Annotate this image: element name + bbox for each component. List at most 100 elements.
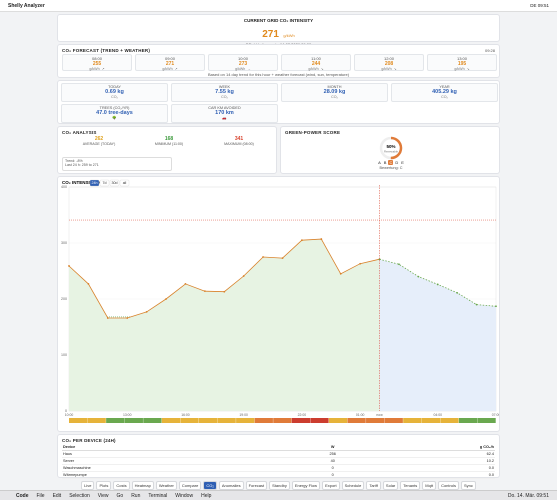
range-label[interactable]: 7d (103, 181, 107, 185)
data-point (301, 239, 303, 242)
nav-tab[interactable]: Forecast (245, 480, 268, 490)
range-button[interactable] (109, 179, 120, 187)
app-name: Code (16, 492, 29, 499)
forecast-item: 13:00 195 g/kWh ↘ (427, 54, 497, 71)
nav-tab[interactable]: Standby (269, 480, 290, 490)
nav-tab[interactable]: Heatmap (131, 480, 154, 490)
stat-value: 7.55 kg (215, 89, 234, 95)
analysis-value: 341 (234, 136, 244, 142)
table-cell: 256 (329, 452, 336, 456)
nav-tab[interactable]: Sync (460, 480, 476, 490)
menu-clock: Do. 14. Mär. 09:51 (507, 492, 549, 499)
table-cell: 0 (331, 473, 334, 477)
forecast-trend: → (247, 67, 251, 71)
nav-tab[interactable]: Weather (155, 480, 177, 490)
nav-tab[interactable]: Mqtt (422, 480, 437, 490)
score-card: GREEN-POWER SCORE 50% Renewable A B C D E Bewer… (280, 126, 500, 174)
menu-item[interactable]: Terminal (148, 492, 168, 499)
forecast-value: 208 (384, 61, 394, 67)
nav-bar: Live Plots Costs Heatmap Weather Compare CO₂ An… (0, 480, 557, 490)
forecast-unit: g/kWh (454, 67, 465, 71)
menu-item[interactable]: Help (201, 492, 212, 499)
range-button[interactable] (89, 179, 100, 187)
menu-item[interactable]: View (97, 492, 109, 499)
nav-tab[interactable]: Controls (438, 480, 459, 490)
series-area (379, 259, 496, 411)
stat-box: TODAY 0.69 kg CO₂ (61, 83, 168, 102)
range-label[interactable]: all (123, 181, 127, 185)
menu-item[interactable]: Selection (69, 492, 90, 499)
nav-tab[interactable]: Live (81, 480, 95, 490)
nav-tab[interactable]: Solar (382, 480, 399, 490)
forecast-note: Based on 14 day trend for this hour + we… (207, 72, 350, 77)
header-card: CURRENT GRID CO₂ INTENSITY 271 g/kWh DE_… (57, 14, 500, 47)
forecast-row: g/kWh ↘ (428, 67, 496, 71)
analysis-item: 341 MAXIMUM (08:00) (206, 136, 272, 146)
data-point (203, 290, 206, 293)
stat-sub: 🚗 (222, 116, 227, 120)
nav-tab[interactable]: Costs (113, 480, 130, 490)
nav-tab[interactable]: Plots (96, 480, 112, 490)
stat-label: WEEK (218, 85, 231, 89)
nav-tab[interactable]: Schedule (341, 480, 365, 490)
menu-item[interactable]: Edit (52, 492, 62, 499)
nav-tab[interactable]: Export (322, 480, 340, 490)
title-bar: Shelly Analyzer DE 09:51 (0, 0, 557, 12)
analysis-label: MINIMUM (11:00) (154, 142, 184, 146)
data-point (475, 303, 478, 306)
intensity-cell (421, 418, 441, 423)
series-area (69, 239, 380, 411)
data-point (398, 263, 400, 266)
score-ring: 50%Renewable (379, 136, 403, 160)
header-title: CURRENT GRID CO₂ INTENSITY (243, 18, 314, 23)
menu-item[interactable]: File (36, 492, 45, 499)
range-label[interactable]: 30d (112, 181, 118, 185)
header-unit: g/kWh (283, 33, 295, 38)
intensity-cell (106, 418, 125, 423)
column-header: W (330, 445, 335, 449)
forecast-time: 10:00 (237, 56, 248, 61)
y-tick-label: 0 (65, 409, 67, 413)
intensity-cell (124, 418, 143, 423)
intensity-cell (217, 418, 236, 423)
ring-value (379, 136, 403, 160)
data-point (456, 291, 459, 294)
devices-title: CO₂ PER DEVICE (24H) (62, 438, 116, 443)
range-label[interactable]: 24h (92, 181, 98, 185)
intensity-cell (384, 418, 403, 423)
forecast-value: 271 (165, 61, 175, 67)
x-tick-label: 19:00 (239, 413, 248, 417)
stat-value: 28.09 kg (323, 89, 346, 95)
range-button[interactable] (99, 179, 110, 187)
nav-tab[interactable]: Tariff (366, 480, 381, 490)
nav-tab[interactable]: Anomalies (218, 480, 244, 490)
nav-tab[interactable]: Energy Flow (291, 480, 321, 490)
intensity-cell (180, 418, 199, 423)
y-tick-label: 200 (61, 297, 67, 301)
nav-tab[interactable]: Compare (178, 480, 202, 490)
x-tick-label: 10:00 (65, 413, 74, 417)
stat-box: YEAR 405.29 kg CO₂ (391, 83, 498, 102)
menu-item[interactable]: Go (116, 492, 124, 499)
menu-item[interactable]: Window (175, 492, 194, 499)
table-row: Waschmaschine 0 0.0 (62, 465, 495, 472)
intensity-cell (477, 418, 496, 423)
intensity-cell (161, 418, 181, 423)
data-point (262, 256, 264, 258)
forecast-row: g/kWh → (209, 67, 277, 71)
range-button[interactable] (119, 179, 130, 187)
data-point (417, 275, 420, 278)
x-tick-label: 16:00 (181, 413, 190, 417)
menu-item[interactable]: Run (131, 492, 141, 499)
intensity-cell (87, 418, 106, 423)
nav-tab[interactable]: Tenants (400, 480, 421, 490)
intensity-cell (69, 418, 88, 423)
table-cell: 40 (330, 459, 335, 463)
forecast-time: 09:00 (164, 56, 175, 61)
forecast-updated: 09:28 (484, 48, 495, 53)
stat-label: CAR KM AVOIDED (208, 106, 241, 110)
intensity-cell (198, 418, 218, 423)
table-cell: Haus (63, 452, 72, 456)
nav-tab[interactable]: CO₂ (203, 480, 217, 490)
